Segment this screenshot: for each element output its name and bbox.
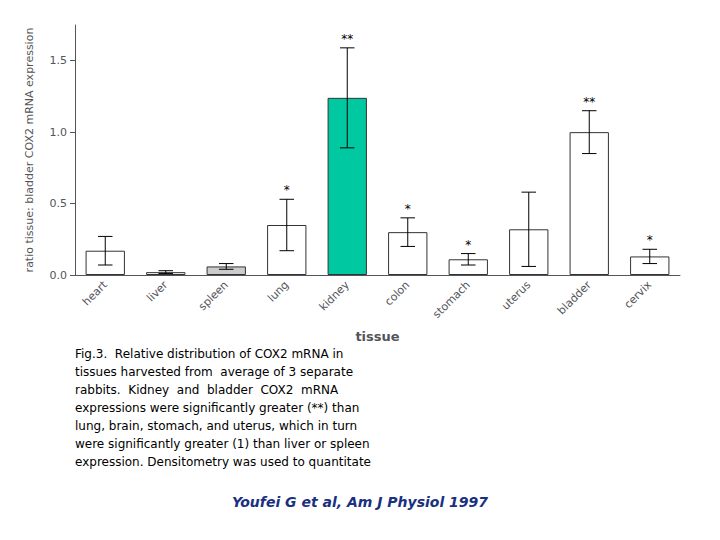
svg-text:lung, brain, stomach, and uter: lung, brain, stomach, and uterus, which …	[75, 419, 357, 433]
svg-text:Fig.3. Relative distribution: Fig.3. Relative distribution of COX2 mRN…	[75, 347, 343, 361]
svg-text:rabbits. Kidney and bladder: rabbits. Kidney and bladder COX2 mRNA	[75, 383, 339, 397]
svg-text:*: *	[647, 233, 653, 247]
svg-text:stomach: stomach	[430, 278, 473, 321]
svg-text:*: *	[405, 202, 411, 216]
svg-text:tissue: tissue	[355, 329, 399, 344]
svg-text:were significantly greater (1): were significantly greater (1) than live…	[75, 437, 370, 451]
svg-text:liver: liver	[144, 278, 170, 304]
svg-text:1.0: 1.0	[50, 126, 68, 139]
svg-text:**: **	[583, 95, 595, 109]
svg-text:*: *	[284, 183, 290, 197]
svg-text:uterus: uterus	[499, 278, 533, 312]
svg-text:expressions were significantly: expressions were significantly greater (…	[75, 401, 359, 415]
svg-text:spleen: spleen	[196, 278, 231, 313]
svg-text:kidney: kidney	[317, 278, 352, 313]
svg-text:**: **	[341, 32, 353, 46]
svg-text:Youfei G et al, Am J Physiol 1: Youfei G et al, Am J Physiol 1997	[232, 494, 488, 510]
svg-text:lung: lung	[265, 278, 291, 304]
svg-text:heart: heart	[80, 278, 110, 308]
svg-text:ratio tissue: bladder COX2 mRN: ratio tissue: bladder COX2 mRNA expressi…	[23, 28, 36, 273]
svg-text:bladder: bladder	[555, 278, 594, 317]
svg-text:0.0: 0.0	[50, 269, 68, 282]
svg-text:1.5: 1.5	[50, 54, 68, 67]
svg-text:colon: colon	[382, 278, 412, 308]
svg-text:cervix: cervix	[622, 278, 655, 311]
svg-text:tissues harvested from averag: tissues harvested from average of 3 sepa…	[75, 365, 353, 379]
svg-text:*: *	[465, 238, 471, 252]
svg-text:0.5: 0.5	[50, 197, 68, 210]
svg-text:expression. Densitometry was u: expression. Densitometry was used to qua…	[75, 455, 371, 469]
